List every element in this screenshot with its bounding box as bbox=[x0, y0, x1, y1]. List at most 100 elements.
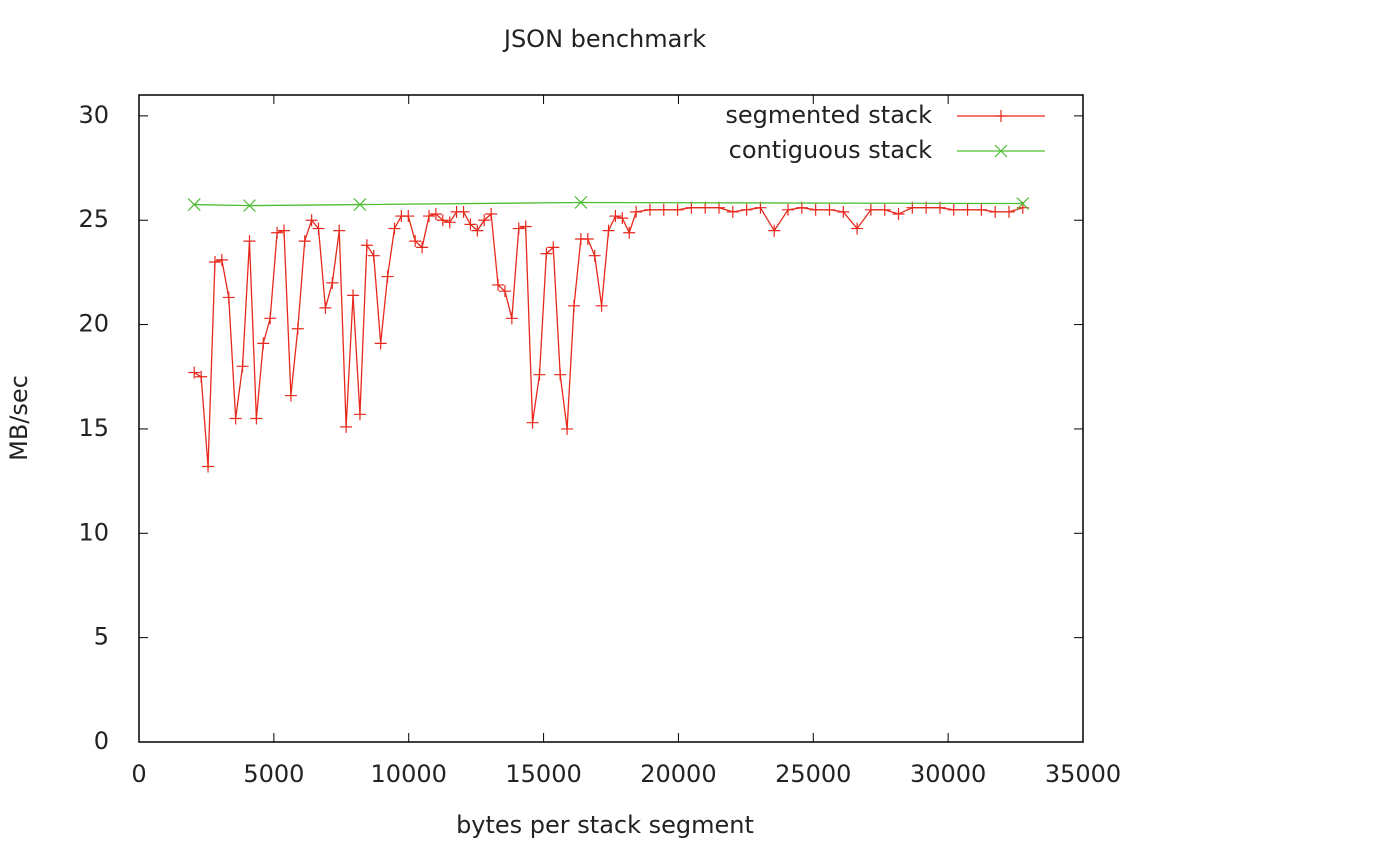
point-marker bbox=[533, 368, 546, 381]
point-marker bbox=[353, 198, 367, 211]
point-marker bbox=[374, 337, 387, 350]
y-tick-label: 10 bbox=[78, 518, 109, 546]
point-marker bbox=[685, 201, 698, 214]
point-marker bbox=[547, 241, 560, 254]
point-marker bbox=[512, 222, 525, 235]
point-marker bbox=[740, 203, 753, 216]
point-marker bbox=[195, 370, 208, 383]
point-marker bbox=[754, 201, 767, 214]
point-marker bbox=[892, 207, 905, 220]
point-marker bbox=[208, 255, 221, 268]
point-marker bbox=[498, 285, 511, 298]
point-marker bbox=[471, 224, 484, 237]
point-marker bbox=[975, 203, 988, 216]
legend-label: segmented stack bbox=[725, 101, 932, 129]
point-marker bbox=[340, 420, 353, 433]
point-marker bbox=[457, 205, 470, 218]
point-marker bbox=[402, 210, 415, 223]
point-marker bbox=[623, 226, 636, 239]
point-marker bbox=[333, 224, 346, 237]
point-marker bbox=[388, 222, 401, 235]
legend-marker bbox=[994, 144, 1008, 158]
x-axis-label: bytes per stack segment bbox=[456, 811, 754, 839]
point-marker bbox=[657, 203, 670, 216]
point-marker bbox=[602, 224, 615, 237]
point-marker bbox=[588, 249, 601, 262]
series-line bbox=[193, 206, 1023, 467]
point-marker bbox=[768, 224, 781, 237]
point-marker bbox=[257, 337, 270, 350]
point-marker bbox=[243, 235, 256, 248]
point-marker bbox=[574, 196, 588, 209]
x-tick-label: 10000 bbox=[371, 760, 447, 788]
y-tick-label: 20 bbox=[78, 310, 109, 338]
point-marker bbox=[837, 205, 850, 218]
x-tick-label: 15000 bbox=[505, 760, 581, 788]
point-marker bbox=[671, 203, 684, 216]
point-marker bbox=[595, 299, 608, 312]
point-marker bbox=[436, 214, 449, 227]
point-marker bbox=[187, 198, 201, 211]
point-marker bbox=[464, 218, 477, 231]
point-marker bbox=[795, 201, 808, 214]
point-marker bbox=[616, 212, 629, 225]
point-marker bbox=[567, 299, 580, 312]
point-marker bbox=[878, 203, 891, 216]
point-marker bbox=[947, 203, 960, 216]
plot-frame bbox=[138, 94, 1084, 743]
point-marker bbox=[326, 276, 339, 289]
point-marker bbox=[712, 201, 725, 214]
point-marker bbox=[485, 207, 498, 220]
x-tick-label: 30000 bbox=[910, 760, 986, 788]
point-marker bbox=[478, 214, 491, 227]
point-marker bbox=[305, 214, 318, 227]
point-marker bbox=[989, 205, 1002, 218]
point-marker bbox=[643, 203, 656, 216]
point-marker bbox=[526, 416, 539, 429]
point-marker bbox=[250, 412, 263, 425]
y-axis-label: MB/sec bbox=[5, 375, 33, 461]
point-marker bbox=[416, 241, 429, 254]
x-tick-label: 35000 bbox=[1045, 760, 1121, 788]
point-marker bbox=[561, 422, 574, 435]
point-marker bbox=[961, 203, 974, 216]
series-line bbox=[194, 201, 1023, 207]
point-marker bbox=[1016, 197, 1030, 210]
point-marker bbox=[229, 412, 242, 425]
point-marker bbox=[864, 203, 877, 216]
point-marker bbox=[312, 222, 325, 235]
point-marker bbox=[429, 207, 442, 220]
point-marker bbox=[492, 278, 505, 291]
point-marker bbox=[367, 249, 380, 262]
y-tick-label: 0 bbox=[94, 727, 109, 755]
point-marker bbox=[236, 360, 249, 373]
point-marker bbox=[202, 460, 215, 473]
y-tick-label: 30 bbox=[78, 101, 109, 129]
point-marker bbox=[699, 201, 712, 214]
point-marker bbox=[215, 253, 228, 266]
y-tick-label: 25 bbox=[78, 205, 109, 233]
point-marker bbox=[381, 270, 394, 283]
point-marker bbox=[505, 312, 518, 325]
point-marker bbox=[409, 235, 422, 248]
x-tick-label: 25000 bbox=[775, 760, 851, 788]
point-marker bbox=[726, 205, 739, 218]
point-marker bbox=[823, 203, 836, 216]
point-marker bbox=[222, 291, 235, 304]
point-marker bbox=[554, 368, 567, 381]
legend-label: contiguous stack bbox=[729, 136, 932, 164]
point-marker bbox=[284, 389, 297, 402]
point-marker bbox=[277, 224, 290, 237]
point-marker bbox=[782, 203, 795, 216]
legend-marker bbox=[995, 110, 1007, 122]
point-marker bbox=[443, 216, 456, 229]
x-tick-label: 0 bbox=[131, 760, 146, 788]
point-marker bbox=[271, 226, 284, 239]
point-marker bbox=[353, 408, 366, 421]
point-marker bbox=[581, 233, 594, 246]
point-marker bbox=[291, 322, 304, 335]
x-tick-label: 20000 bbox=[640, 760, 716, 788]
point-marker bbox=[264, 312, 277, 325]
point-marker bbox=[609, 210, 622, 223]
